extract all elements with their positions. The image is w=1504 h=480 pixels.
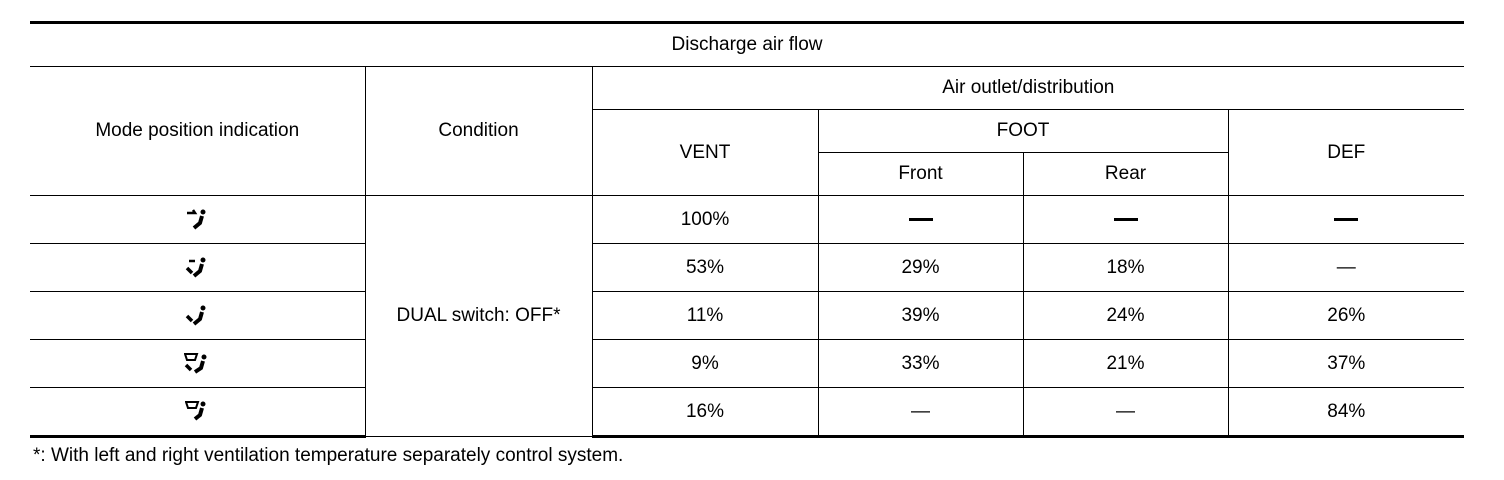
condition-value: DUAL switch: OFF* [364,195,593,437]
discharge-air-flow-table: Discharge air flow Mode position indicat… [30,21,1465,438]
header-front: Front [818,152,1024,196]
def-value [1227,195,1465,244]
front-value: — [817,387,1024,438]
table-row: DUAL switch: OFF* 100% [30,195,1465,437]
footnote: *: With left and right ventilation tempe… [33,445,624,466]
vent-value: 53% [591,243,819,292]
front-value: 33% [817,339,1024,388]
header-outlet: Air outlet/distribution [591,66,1465,110]
front-value: 29% [817,243,1024,292]
rear-value: 18% [1022,243,1229,292]
mode-vent-icon [30,195,366,244]
header-rear: Rear [1022,152,1228,196]
header-mode: Mode position indication [30,66,366,196]
front-value: 39% [817,291,1024,340]
header-condition: Condition [364,66,593,196]
mode-foot-defrost-icon [30,339,366,388]
table-row: 16% — — 84% [30,387,1465,438]
def-value: 26% [1227,291,1465,340]
header-foot: FOOT [817,109,1229,153]
mode-bi-level-icon [30,243,366,292]
header-def: DEF [1227,109,1465,196]
vent-value: 11% [591,291,819,340]
rear-value: 21% [1022,339,1229,388]
table-row: 11% 39% 24% 26% [30,291,1465,340]
table-row: 53% 29% 18% — [30,243,1465,292]
def-value: 84% [1227,387,1465,438]
def-value: — [1227,243,1465,292]
header-vent: VENT [592,109,819,196]
mode-foot-icon [30,291,366,340]
rear-value: — [1022,387,1229,438]
rear-value [1022,195,1229,244]
mode-defrost-icon [30,387,366,438]
vent-value: 100% [591,195,819,244]
vent-value: 16% [591,387,819,438]
vent-value: 9% [591,339,819,388]
def-value: 37% [1227,339,1465,388]
front-value [817,195,1024,244]
table-row: 9% 33% 21% 37% [30,339,1465,388]
table-title: Discharge air flow [30,21,1465,67]
rear-value: 24% [1022,291,1229,340]
